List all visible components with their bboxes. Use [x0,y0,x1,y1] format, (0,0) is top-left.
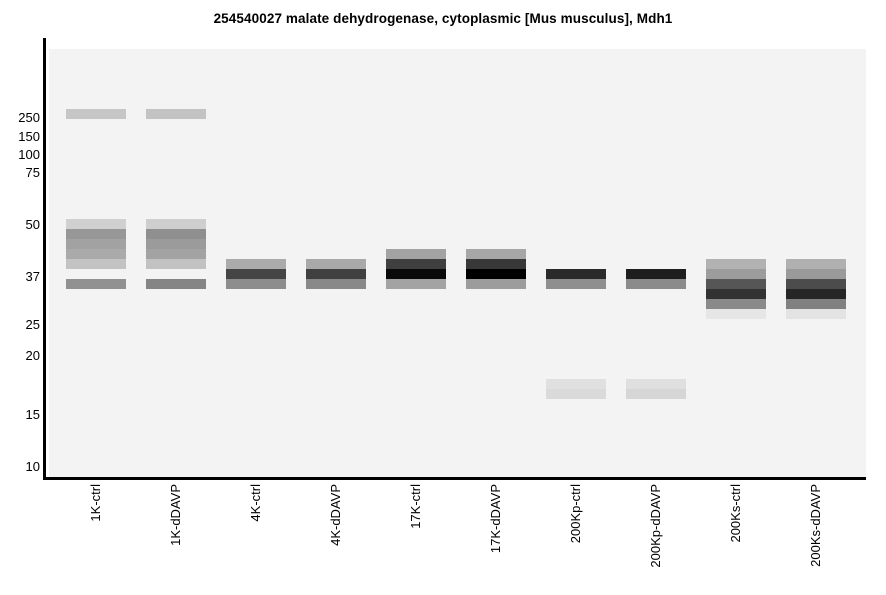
gel-band [146,219,206,229]
x-axis-lane-label: 4K-dDAVP [328,484,343,546]
x-axis-lane-label: 200Ks-ctrl [728,484,743,543]
gel-band [146,279,206,289]
y-axis-tick-label: 150 [18,129,40,144]
gel-band [226,259,286,269]
gel-band [706,269,766,279]
x-axis-line [43,477,866,480]
y-axis-tick-label: 250 [18,110,40,125]
gel-band [706,299,766,309]
y-axis-tick-label: 75 [25,165,40,180]
x-axis-lane-label: 1K-dDAVP [168,484,183,546]
gel-band [386,259,446,269]
gel-band [626,269,686,279]
gel-band [546,279,606,289]
x-axis-lane-label: 200Ks-dDAVP [808,484,823,567]
x-axis-lane-label: 17K-dDAVP [488,484,503,554]
gel-band [546,379,606,389]
gel-band [306,279,366,289]
gel-band [626,379,686,389]
gel-band [306,259,366,269]
x-axis-lane-label: 200Kp-dDAVP [648,484,663,568]
x-axis-lane-label: 17K-ctrl [408,484,423,529]
gel-band [466,269,526,279]
y-axis-tick-label: 50 [25,217,40,232]
gel-band [706,309,766,319]
gel-band [786,299,846,309]
gel-band [626,389,686,399]
gel-band [466,259,526,269]
x-axis-lane-label: 200Kp-ctrl [568,484,583,544]
gel-band [386,279,446,289]
gel-band [466,249,526,259]
gel-band [146,239,206,249]
y-axis-tick-label: 100 [18,147,40,162]
gel-band [146,259,206,269]
gel-band [146,109,206,119]
x-axis-lane-label: 4K-ctrl [248,484,263,522]
gel-band [66,259,126,269]
gel-band [786,279,846,289]
figure-title: 254540027 malate dehydrogenase, cytoplas… [213,11,673,26]
gel-band [386,269,446,279]
gel-band [146,229,206,239]
gel-band [226,279,286,289]
y-axis-tick-label: 15 [25,407,40,422]
gel-band [786,289,846,299]
y-axis-line [43,38,46,480]
gel-band [66,239,126,249]
gel-band [66,219,126,229]
y-axis-tick-label: 10 [25,459,40,474]
gel-band [66,109,126,119]
gel-band [706,289,766,299]
y-axis-tick-label: 37 [25,269,40,284]
gel-band [466,279,526,289]
x-axis-lane-label: 1K-ctrl [88,484,103,522]
gel-band [66,249,126,259]
gel-band [786,269,846,279]
gel-band [626,279,686,289]
gel-band [306,269,366,279]
y-axis-tick-label: 25 [25,317,40,332]
gel-band [706,259,766,269]
y-axis-tick-label: 20 [25,348,40,363]
gel-band [66,279,126,289]
gel-band [546,269,606,279]
gel-band [786,309,846,319]
gel-band [66,229,126,239]
gel-band [546,389,606,399]
gel-band [786,259,846,269]
gel-band [146,249,206,259]
gel-band [706,279,766,289]
gel-band [226,269,286,279]
gel-band [386,249,446,259]
